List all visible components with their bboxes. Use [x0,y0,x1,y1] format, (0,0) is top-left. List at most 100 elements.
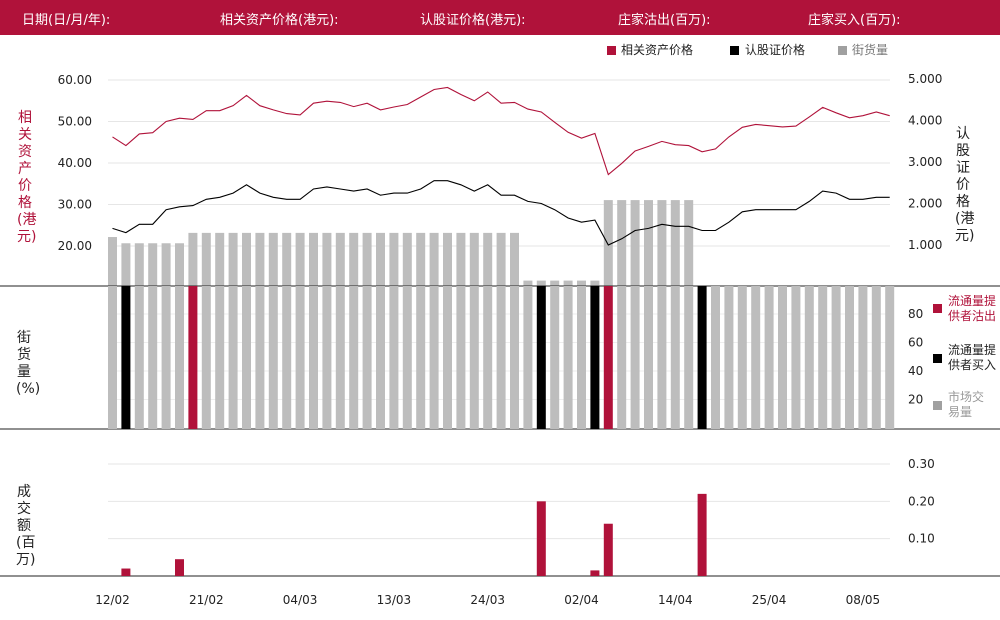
lp-buy-bar [121,286,131,429]
outstanding-bar [389,232,399,286]
outstanding-tick: 60 [908,336,923,350]
legend-lp-sell: 流通量提供者沽出 [948,294,997,323]
lp-buy-bar [590,286,600,429]
turnover-bar [175,559,184,576]
legend-lp-sell-swatch [933,304,942,313]
price-left-tick: 60.00 [58,73,92,87]
info-header: 日期(日/月/年): 相关资产价格(港元): 认股证价格(港元): 庄家沽出(百… [0,0,1000,35]
outstanding-bar [121,243,131,286]
turnover-bar [603,523,613,576]
legend-warrant-swatch [730,46,739,55]
market-volume-bar [469,286,479,429]
outstanding-bar [510,232,519,286]
price-left-tick: 20.00 [58,239,92,253]
outstanding-bar [309,232,318,286]
date-label: 日期(日/月/年): [22,13,111,28]
market-volume-bar [523,286,533,429]
outstanding-bar [282,232,292,286]
price-left-tick: 50.00 [58,115,92,129]
market-volume-bar [845,286,854,429]
warrant-price-label: 认股证价格(港元): [420,13,526,28]
market-volume-bar [791,286,801,429]
market-volume-bar [456,286,466,429]
asset-price-line [112,86,890,176]
market-volume-bar [108,286,117,429]
legend-asset-price: 相关资产价格 [621,43,694,57]
market-volume-bar [670,286,680,429]
market-volume-bar [764,286,774,429]
outstanding-bar [617,200,627,286]
market-volume-bar [644,286,653,429]
axis-title-outstanding: 街货量(%) [16,330,41,397]
outstanding-bar [483,232,493,286]
market-volume-bar [295,286,305,429]
market-volume-bar [443,286,452,429]
legend-market-volume-swatch [933,401,942,410]
outstanding-bar [496,232,506,286]
x-tick-label: 02/04 [564,593,599,607]
market-volume-bar [376,286,385,429]
x-tick-label: 12/02 [95,593,130,607]
outstanding-bar [657,200,667,286]
market-volume-bar [215,286,225,429]
market-volume-bar [818,286,828,429]
x-tick-label: 13/03 [377,593,412,607]
price-left-tick: 40.00 [58,156,92,170]
market-volume-bar [657,286,667,429]
axis-title-asset-price: 相关资产价格(港元) [17,110,37,245]
x-tick-label: 14/04 [658,593,693,607]
outstanding-bar [443,232,452,286]
market-volume-bar [617,286,627,429]
outstanding-bar [108,237,117,286]
turnover-tick: 0.10 [908,532,935,546]
outstanding-bar [255,232,265,286]
outstanding-bar [215,232,225,286]
outstanding-bar [416,232,426,286]
price-left-tick: 30.00 [58,198,92,212]
market-volume-bar [630,286,640,429]
axis-title-turnover: 成交额(百万) [16,484,36,568]
market-volume-bar [577,286,586,429]
legend-market-volume: 市场交易量 [948,390,985,419]
lp-buy-bar [536,286,546,429]
outstanding-bar [603,200,613,286]
x-tick-label: 25/04 [752,593,787,607]
market-maker-buy-label: 庄家买入(百万): [808,13,901,28]
market-volume-bar [804,286,814,429]
outstanding-bar [644,200,653,286]
market-volume-bar [255,286,265,429]
price-right-tick: 3.000 [908,155,942,169]
outstanding-bar [469,232,479,286]
outstanding-bar [630,200,640,286]
outstanding-bar [684,200,694,286]
outstanding-bar [148,243,158,286]
outstanding-bar [188,232,198,286]
outstanding-bar [563,280,573,286]
market-volume-bar [496,286,506,429]
market-volume-bar [778,286,787,429]
outstanding-bar [175,243,184,286]
market-volume-bar [282,286,292,429]
outstanding-bar [550,280,560,286]
outstanding-bar [670,200,680,286]
market-volume-bar [885,286,895,429]
market-volume-bar [228,286,238,429]
market-volume-bar [134,286,144,429]
outstanding-bar [134,243,144,286]
market-volume-bar [175,286,184,429]
outstanding-bar [590,280,600,286]
outstanding-bar [349,232,359,286]
outstanding-bar [335,232,345,286]
market-volume-bar [362,286,372,429]
legend-outstanding-swatch [838,46,847,55]
lp-sell-bar [603,286,613,429]
asset-price-label: 相关资产价格(港元): [220,13,339,28]
market-volume-bar [335,286,345,429]
legend-asset-swatch [607,46,616,55]
market-volume-bar [563,286,573,429]
outstanding-bar [228,232,238,286]
outstanding-bar [577,280,586,286]
market-volume-bar [429,286,439,429]
outstanding-bar [201,232,211,286]
market-volume-bar [416,286,426,429]
